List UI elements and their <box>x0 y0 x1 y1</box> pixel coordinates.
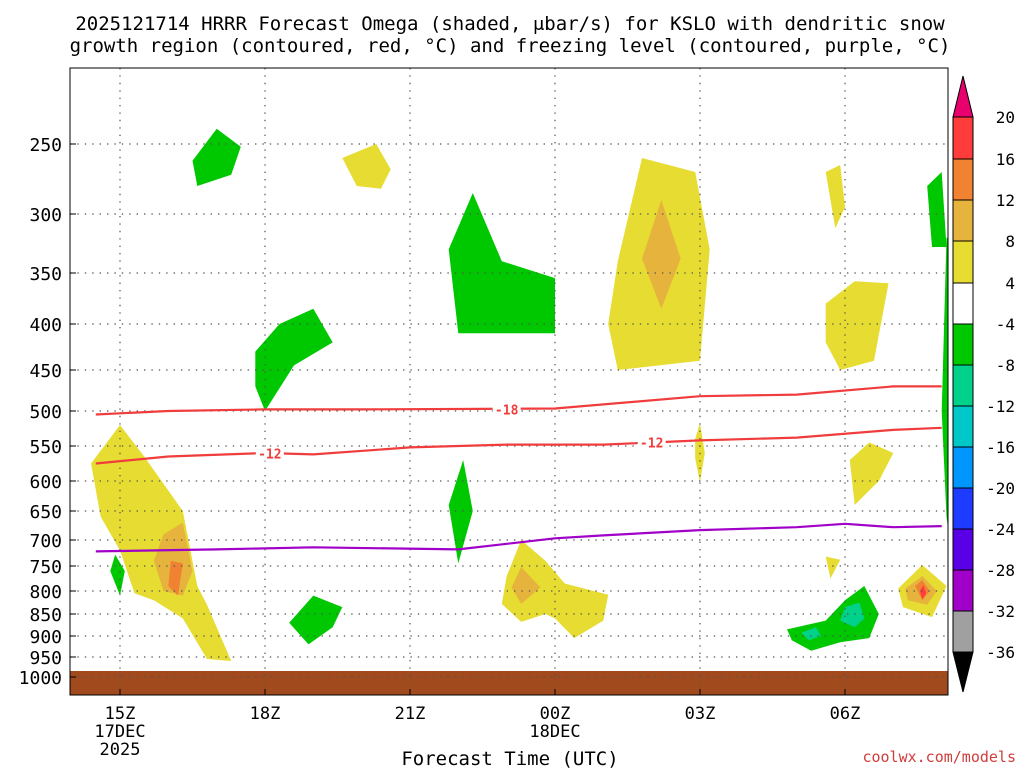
x-axis-label: Forecast Time (UTC) <box>401 748 618 768</box>
omega-region-27 <box>840 602 865 628</box>
colorbar-bottom-arrow <box>952 651 974 693</box>
omega-region-16 <box>919 585 927 600</box>
colorbar-label--20: -20 <box>986 479 1015 498</box>
contour-dgz-minus-12 <box>95 426 942 465</box>
y-tick-label-800: 800 <box>29 582 62 603</box>
colorbar-label--36: -36 <box>986 643 1015 662</box>
colorbar-band--20 <box>952 446 974 489</box>
omega-region-23 <box>927 172 947 247</box>
chart-title-line2: growth region (contoured, red, °C) and f… <box>70 35 951 57</box>
omega-region-9 <box>825 165 845 229</box>
colorbar-band--8 <box>952 323 974 366</box>
x-tick-label-03Z: 03Z <box>685 704 716 724</box>
colorbar-band-4 <box>952 240 974 284</box>
x-tick-label-00Z: 00Z <box>540 704 571 724</box>
contour-lines: -18 -12 -12 <box>95 385 942 553</box>
colorbar-band--16 <box>952 405 974 448</box>
colorbar-band--36 <box>952 610 974 653</box>
y-tick-label-600: 600 <box>29 472 62 493</box>
contour-dgz-minus-18 <box>95 385 942 416</box>
y-tick-label-900: 900 <box>29 627 62 648</box>
colorbar-label-4: 4 <box>1005 274 1015 293</box>
omega-region-24 <box>941 237 948 529</box>
colorbar-label-16: 16 <box>996 150 1015 169</box>
colorbar-band-12 <box>952 158 974 201</box>
colorbar-band--32 <box>952 569 974 612</box>
omega-region-22 <box>110 554 125 596</box>
y-axis: 2503003504004505005506006507007508008509… <box>19 135 76 689</box>
omega-region-21 <box>448 460 473 564</box>
colorbar-legend: 20 16 12 8 4 -4 -8 -12 -16 -20 -24 -28 -32 -36 <box>952 75 1015 693</box>
y-tick-label-400: 400 <box>29 315 62 336</box>
colorbar-label-8: 8 <box>1005 232 1015 251</box>
colorbar-top-arrow <box>952 75 974 118</box>
omega-region-12 <box>849 442 894 505</box>
contour-label-dgz-minus-12: -12 <box>258 448 281 463</box>
colorbar-band--4 <box>952 282 974 325</box>
omega-region-17 <box>192 128 241 186</box>
contour-label-bg-2 <box>637 435 666 450</box>
colorbar-label--32: -32 <box>986 602 1015 621</box>
colorbar-label--8: -8 <box>996 356 1015 375</box>
watermark-text: coolwx.com/models <box>862 748 1016 766</box>
contour-label-dgz-minus-18: -18 <box>495 403 519 418</box>
colorbar-label--28: -28 <box>986 561 1015 580</box>
omega-region-18 <box>255 308 333 411</box>
contour-label-bg-1 <box>255 446 284 461</box>
colorbar-band-8 <box>952 199 974 242</box>
x-tick-label-15Z: 15Z <box>105 704 136 724</box>
colorbar-band--28 <box>952 528 974 571</box>
omega-region-5 <box>511 567 541 604</box>
contour-label-dgz-minus-12: -12 <box>640 437 663 452</box>
y-tick-label-300: 300 <box>29 205 62 226</box>
x-tick-label-18Z: 18Z <box>250 704 281 724</box>
terrain-surface <box>70 671 948 695</box>
contour-freezing-level <box>95 522 942 553</box>
y-tick-label-700: 700 <box>29 531 62 552</box>
plot-frame <box>69 67 949 696</box>
colorbar-band-16 <box>952 116 974 160</box>
chart-title-line1: 2025121714 HRRR Forecast Omega (shaded, … <box>75 13 945 35</box>
colorbar-label--12: -12 <box>986 397 1015 416</box>
y-tick-label-500: 500 <box>29 402 62 423</box>
y-tick-label-850: 850 <box>29 605 62 626</box>
gridlines <box>70 68 948 695</box>
omega-region-19 <box>289 595 343 645</box>
y-tick-label-650: 650 <box>29 502 62 523</box>
omega-region-28 <box>801 627 821 641</box>
y-tick-label-250: 250 <box>29 135 62 156</box>
y-tick-label-1000: 1000 <box>19 668 62 689</box>
colorbar-label-20: 20 <box>996 108 1015 127</box>
y-tick-label-950: 950 <box>29 648 62 669</box>
y-tick-label-750: 750 <box>29 557 62 578</box>
x-tick-date-00Z: 18DEC <box>529 722 580 742</box>
colorbar-label--24: -24 <box>986 520 1015 539</box>
x-tick-date-15Z: 17DEC <box>94 722 145 742</box>
plot-area: -18 -12 -12 <box>69 67 949 696</box>
colorbar-band--12 <box>952 364 974 407</box>
x-tick-year-15Z: 2025 <box>100 740 141 760</box>
y-tick-label-550: 550 <box>29 437 62 458</box>
contour-label-bg-0 <box>492 402 521 417</box>
omega-region-3 <box>168 560 183 596</box>
y-tick-label-450: 450 <box>29 361 62 382</box>
omega-region-8 <box>695 422 705 483</box>
omega-region-10 <box>825 281 889 370</box>
omega-region-2 <box>153 522 193 596</box>
x-tick-label-06Z: 06Z <box>830 704 861 724</box>
omega-region-7 <box>642 200 681 309</box>
omega-region-11 <box>825 556 841 579</box>
colorbar-label--16: -16 <box>986 438 1015 457</box>
colorbar-band--24 <box>952 487 974 530</box>
omega-region-20 <box>448 193 555 334</box>
omega-region-0 <box>342 144 391 189</box>
colorbar-label--4: -4 <box>996 315 1015 334</box>
y-tick-label-350: 350 <box>29 264 62 285</box>
x-tick-label-21Z: 21Z <box>395 704 426 724</box>
colorbar-label-12: 12 <box>996 191 1015 210</box>
